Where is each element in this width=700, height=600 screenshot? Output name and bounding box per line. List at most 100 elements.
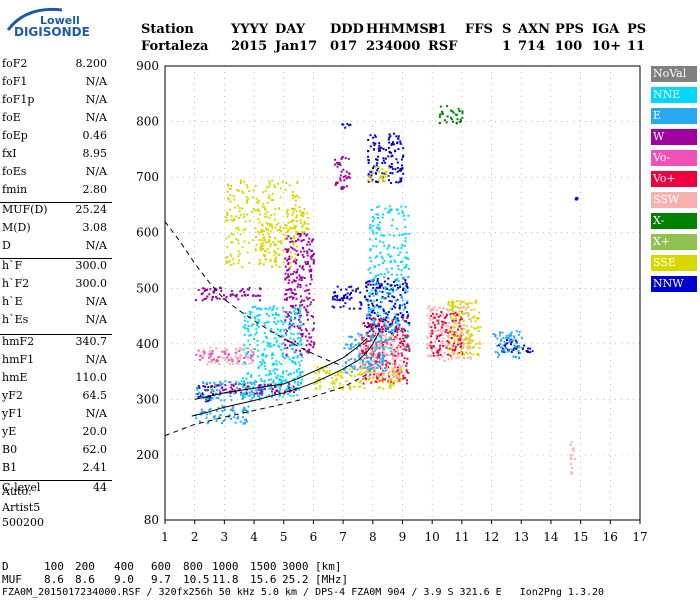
echo-point: [307, 241, 310, 244]
echo-point: [292, 208, 295, 211]
echo-point: [402, 334, 405, 337]
echo-point: [402, 340, 405, 343]
echo-point: [391, 345, 394, 348]
echo-point: [444, 322, 447, 325]
echo-point: [250, 399, 253, 402]
echo-point: [351, 365, 354, 368]
echo-point: [514, 355, 517, 358]
curve-lower-dashed: [164, 373, 368, 437]
echo-point: [244, 324, 247, 327]
echo-point: [358, 361, 361, 364]
echo-point: [301, 226, 304, 229]
echo-point: [380, 146, 383, 149]
param-row-b0: B0 62.0: [2, 443, 107, 458]
echo-point: [349, 388, 352, 391]
echo-point: [275, 398, 278, 401]
echo-point: [381, 363, 384, 366]
echo-point: [433, 322, 436, 325]
echo-point: [300, 324, 303, 327]
echo-point: [372, 355, 375, 358]
echo-point: [371, 302, 374, 305]
echo-point: [399, 341, 402, 344]
echo-point: [346, 343, 349, 346]
echo-point: [405, 251, 408, 254]
echo-point: [208, 381, 211, 384]
echo-point: [446, 344, 449, 347]
echo-point: [405, 348, 408, 351]
echo-point: [381, 351, 384, 354]
echo-point: [288, 390, 291, 393]
echo-point: [365, 350, 368, 353]
echo-point: [229, 253, 232, 256]
echo-point: [426, 347, 429, 350]
echo-point: [258, 232, 261, 235]
echo-point: [403, 233, 406, 236]
echo-point: [442, 345, 445, 348]
echo-point: [394, 376, 397, 379]
echo-point: [370, 350, 373, 353]
echo-point: [406, 286, 409, 289]
echo-point: [391, 323, 394, 326]
echo-point: [288, 321, 291, 324]
echo-point: [292, 211, 295, 214]
echo-point: [400, 246, 403, 249]
echo-point: [374, 356, 377, 359]
echo-point: [282, 335, 285, 338]
echo-point: [441, 339, 444, 342]
x-tick-label: 6: [310, 530, 318, 544]
echo-point: [372, 141, 375, 144]
echo-point: [241, 363, 244, 366]
echo-point: [296, 285, 299, 288]
echo-point: [378, 144, 381, 147]
echo-point: [370, 381, 373, 384]
echo-point: [441, 323, 444, 326]
echo-point: [438, 347, 441, 350]
echo-point: [214, 383, 217, 386]
echo-point: [226, 356, 229, 359]
echo-point: [430, 308, 433, 311]
echo-point: [228, 187, 231, 190]
header-value-p1: RSF: [428, 39, 458, 54]
echo-point: [451, 312, 454, 315]
echo-point: [389, 171, 392, 174]
echo-point: [293, 227, 296, 230]
echo-point: [400, 316, 403, 319]
echo-point: [450, 354, 453, 357]
echo-point: [262, 236, 265, 239]
echo-point: [379, 367, 382, 370]
echo-point: [518, 330, 521, 333]
echo-point: [360, 303, 363, 306]
echo-point: [442, 321, 445, 324]
echo-point: [293, 280, 296, 283]
echo-point: [470, 325, 473, 328]
echo-point: [408, 346, 411, 349]
echo-point: [260, 384, 263, 387]
echo-point: [388, 380, 391, 383]
echo-point: [252, 207, 255, 210]
echo-point: [441, 327, 444, 330]
echo-point: [263, 249, 266, 252]
echo-point: [278, 387, 281, 390]
echo-point: [525, 350, 528, 353]
echo-point: [305, 250, 308, 253]
echo-point: [301, 371, 304, 374]
echo-point: [471, 334, 474, 337]
echo-point: [242, 422, 245, 425]
echo-point: [390, 332, 393, 335]
echo-point: [529, 351, 532, 354]
echo-point: [397, 212, 400, 215]
echo-point: [372, 309, 375, 312]
echo-point: [210, 391, 213, 394]
echo-point: [340, 297, 343, 300]
echo-point: [394, 350, 397, 353]
echo-point: [393, 296, 396, 299]
echo-point: [429, 355, 432, 358]
echo-point: [237, 415, 240, 418]
param-label: D: [2, 239, 11, 252]
echo-point: [396, 317, 399, 320]
echo-point: [298, 315, 301, 318]
param-separator: [0, 334, 112, 335]
echo-point: [376, 293, 379, 296]
echo-point: [284, 265, 287, 268]
echo-point: [466, 330, 469, 333]
